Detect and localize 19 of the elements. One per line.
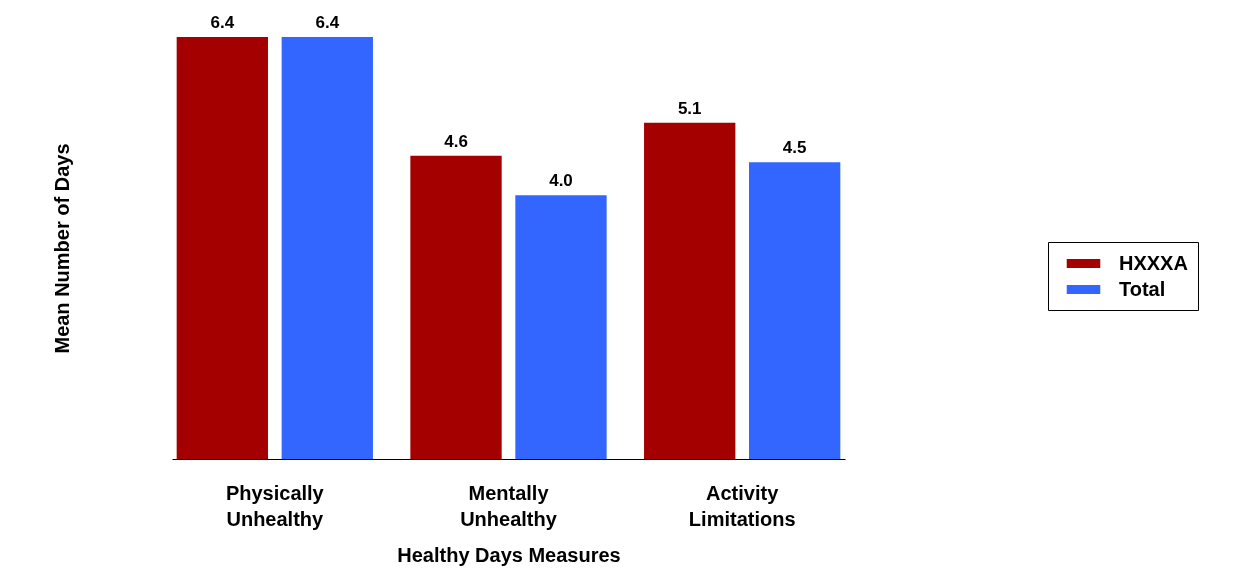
bar [644,122,736,459]
x-tick-label: Mentally Unhealthy [460,481,558,530]
data-label: 6.4 [315,13,340,32]
x-tick-label: Activity Limitations [688,481,796,530]
x-tick-label: Physically Unhealthy [225,481,325,530]
bar [410,155,502,459]
bar [749,162,841,459]
data-label: 4.6 [444,131,468,151]
y-axis-title: Mean Number of Days [50,143,73,354]
legend-label: HXXXA [1119,251,1188,274]
bar [281,37,373,459]
x-axis-title: Healthy Days Measures [397,543,621,566]
data-label: 4.5 [782,138,807,158]
data-label: 6.4 [210,13,235,32]
legend-label: Total [1119,277,1166,300]
data-label: 5.1 [677,98,702,118]
bar [515,195,607,459]
data-label: 4.0 [549,171,573,191]
bar [176,37,268,459]
